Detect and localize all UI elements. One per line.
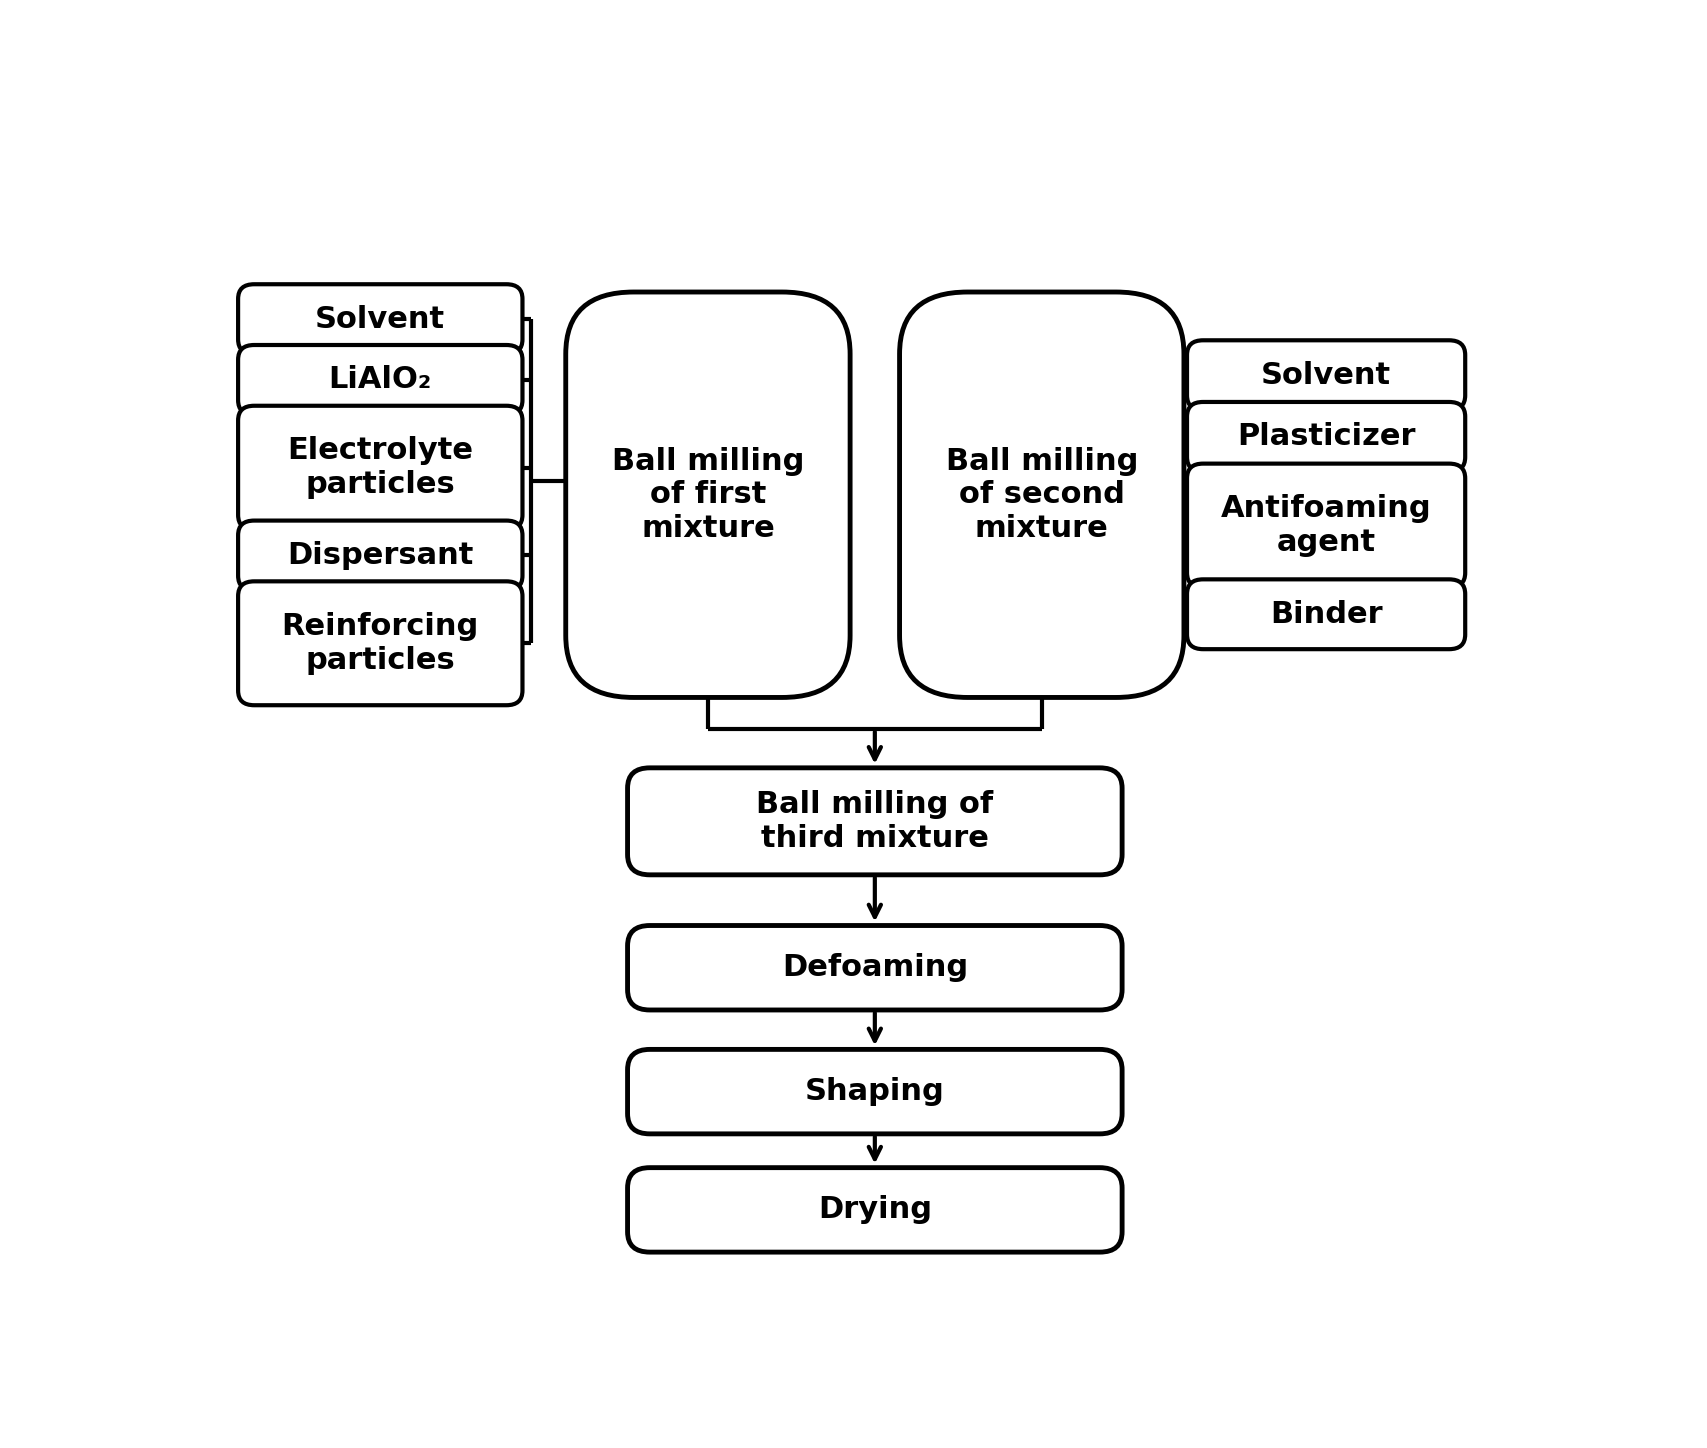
FancyBboxPatch shape <box>237 284 522 355</box>
FancyBboxPatch shape <box>1186 579 1465 649</box>
FancyBboxPatch shape <box>237 521 522 591</box>
FancyBboxPatch shape <box>628 1050 1121 1134</box>
FancyBboxPatch shape <box>628 1167 1121 1253</box>
FancyBboxPatch shape <box>237 405 522 530</box>
Text: Defoaming: Defoaming <box>782 953 968 982</box>
Text: Ball milling
of second
mixture: Ball milling of second mixture <box>946 446 1139 543</box>
Text: Drying: Drying <box>818 1196 932 1225</box>
Text: Reinforcing
particles: Reinforcing particles <box>282 613 480 675</box>
FancyBboxPatch shape <box>237 581 522 705</box>
Text: Ball milling of
third mixture: Ball milling of third mixture <box>756 791 993 853</box>
Text: Plasticizer: Plasticizer <box>1238 423 1415 452</box>
FancyBboxPatch shape <box>628 925 1121 1011</box>
FancyBboxPatch shape <box>565 292 850 698</box>
FancyBboxPatch shape <box>1186 403 1465 472</box>
Text: LiAlO₂: LiAlO₂ <box>329 365 432 394</box>
Text: Ball milling
of first
mixture: Ball milling of first mixture <box>611 446 804 543</box>
Text: Antifoaming
agent: Antifoaming agent <box>1221 494 1432 557</box>
FancyBboxPatch shape <box>1186 340 1465 410</box>
FancyBboxPatch shape <box>1186 463 1465 588</box>
FancyBboxPatch shape <box>237 345 522 414</box>
Text: Binder: Binder <box>1270 599 1383 628</box>
FancyBboxPatch shape <box>628 767 1121 875</box>
FancyBboxPatch shape <box>900 292 1185 698</box>
Text: Solvent: Solvent <box>1261 361 1391 390</box>
Text: Shaping: Shaping <box>806 1077 944 1106</box>
Text: Solvent: Solvent <box>316 304 446 333</box>
Text: Electrolyte
particles: Electrolyte particles <box>287 436 473 500</box>
Text: Dispersant: Dispersant <box>287 542 473 571</box>
